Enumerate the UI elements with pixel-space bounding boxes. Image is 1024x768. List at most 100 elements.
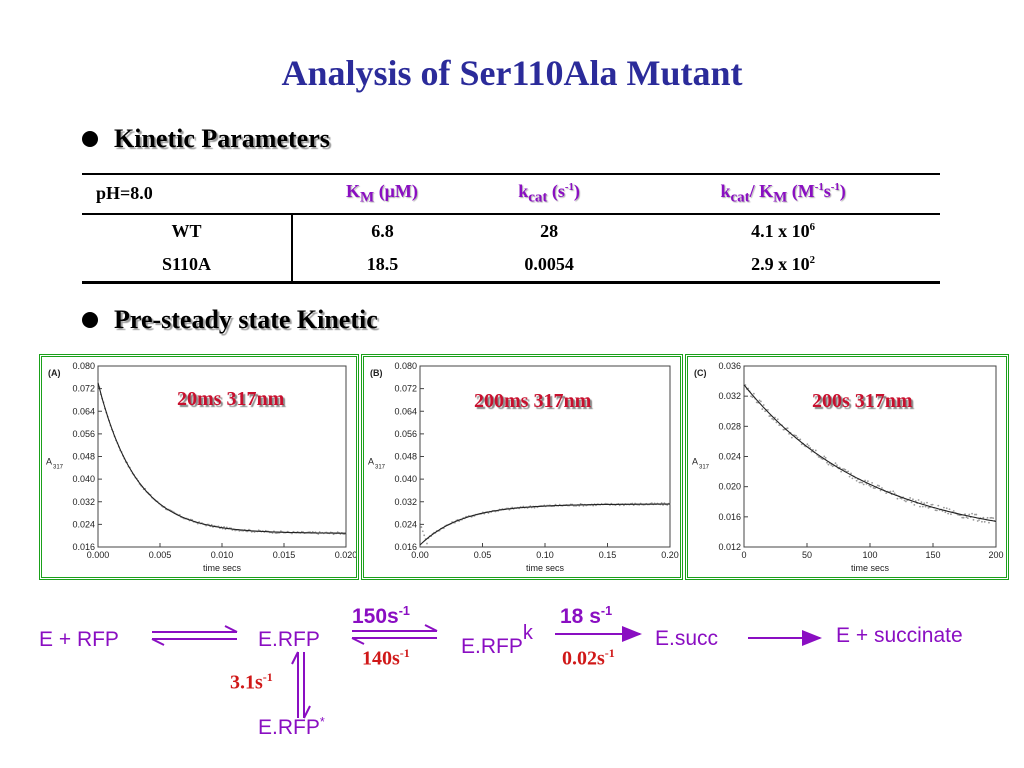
cell-kcat: 28: [540, 220, 559, 241]
data-point: [876, 484, 879, 487]
data-point: [903, 499, 906, 502]
y-tick-label: 0.020: [718, 482, 741, 492]
data-point: [788, 432, 790, 435]
bullet-dot-icon: [82, 131, 98, 147]
x-tick-label: 0.10: [536, 550, 554, 560]
data-point: [930, 503, 933, 506]
rate-forward-3-sup: -1: [600, 604, 613, 618]
data-point: [776, 418, 779, 421]
header-kcat-unit-b: ): [573, 181, 580, 201]
x-tick-label: 0.00: [411, 550, 429, 560]
data-point: [968, 513, 971, 516]
data-point: [982, 516, 985, 519]
y-tick-label: 0.080: [72, 361, 95, 371]
y-tick-label: 0.032: [72, 497, 95, 507]
y-axis-label: A: [46, 457, 52, 467]
cell-name: WT: [82, 213, 293, 248]
data-point: [851, 477, 854, 480]
species-esucc: E.succ: [655, 627, 719, 650]
page-title: Analysis of Ser110Ala Mutant: [281, 53, 743, 93]
data-point: [317, 533, 320, 535]
species-e-rfp: E + RFP: [39, 628, 119, 651]
plot-panel-c: 0.012 0.016 0.020 0.024 0.028 0.032 0.036 0 50 10…: [685, 354, 1009, 580]
data-point: [279, 530, 282, 533]
data-point: [238, 529, 241, 532]
plot-b-svg: 0.016 0.024 0.032 0.040 0.048 0.056 0.064 0.072…: [368, 361, 679, 573]
y-tick-label: 0.016: [718, 512, 741, 522]
cell-ratio-base: 4.1 x 10: [751, 220, 810, 241]
header-ratio-unit-c: ): [839, 181, 846, 201]
fit-curve: [97, 382, 346, 534]
x-axis-label: time secs: [851, 563, 890, 573]
data-point: [871, 481, 874, 484]
data-point: [786, 427, 789, 430]
rate-forward-2-sup: -1: [398, 604, 410, 618]
bullet-dot-icon: [82, 312, 98, 328]
data-point: [983, 520, 986, 523]
data-point: [885, 492, 888, 495]
data-point: [900, 497, 903, 500]
data-point: [810, 450, 813, 453]
data-point: [97, 380, 99, 383]
y-tick-label: 0.056: [394, 429, 417, 439]
data-point: [931, 503, 934, 506]
species-erfp: E.RFP: [258, 628, 320, 651]
data-point: [976, 520, 979, 522]
arrow-reverse-1-head: [151, 638, 165, 646]
arrow-forward-2-head: [424, 624, 438, 632]
data-point: [859, 481, 862, 484]
data-point: [823, 455, 826, 458]
data-point: [934, 509, 937, 512]
header-km-k: K: [346, 181, 361, 201]
data-point: [421, 530, 424, 533]
species-erfp-star-text: E.RFP: [258, 716, 320, 739]
header-ratio-k: k: [720, 181, 731, 201]
x-tick-label: 0.15: [599, 550, 617, 560]
data-point: [796, 436, 799, 439]
data-point: [992, 517, 995, 520]
data-point: [795, 434, 797, 437]
header-km: KM (μM): [292, 174, 472, 215]
data-point: [866, 480, 869, 483]
panel-label: (C): [694, 368, 707, 378]
y-tick-label: 0.024: [394, 519, 417, 529]
header-kcat-k: k: [518, 181, 529, 201]
data-point: [879, 489, 882, 492]
data-point: [848, 475, 851, 478]
rate-forward-3: 18 s-1: [560, 604, 612, 629]
data-point: [947, 512, 950, 515]
data-point: [935, 509, 938, 512]
x-tick-label: 150: [925, 550, 940, 560]
y-tick-label: 0.072: [394, 384, 417, 394]
x-tick-label: 100: [862, 550, 877, 560]
data-point: [533, 506, 536, 509]
header-kcat: kcat (s-1): [471, 174, 627, 215]
x-tick-label: 0.000: [87, 550, 110, 560]
data-point: [869, 485, 872, 488]
x-tick-label: 0.05: [474, 550, 492, 560]
data-point: [864, 479, 866, 482]
y-axis-label-sub: 317: [699, 465, 710, 471]
x-tick-label: 0.010: [211, 550, 234, 560]
data-point: [904, 500, 907, 503]
reaction-scheme-arrows: [151, 624, 822, 719]
y-tick-label: 0.048: [72, 452, 95, 462]
data-point: [896, 497, 899, 500]
species-erfp-star-sup: *: [319, 715, 325, 729]
data-point: [778, 424, 781, 427]
header-kcat-unit-a: (s: [547, 181, 565, 201]
header-km-sub: M: [360, 189, 375, 206]
data-point: [840, 470, 843, 473]
header-km-unit: (μM): [374, 181, 418, 201]
y-tick-label: 0.016: [394, 542, 417, 552]
y-tick-label: 0.036: [718, 361, 741, 371]
data-point: [817, 456, 820, 458]
data-point: [945, 507, 948, 510]
data-point: [234, 529, 237, 532]
header-ratio-unit-b: s: [823, 181, 831, 201]
data-point: [751, 396, 754, 399]
rate-reverse-2-sup: -1: [399, 646, 410, 660]
plot-c-svg: 0.012 0.016 0.020 0.024 0.028 0.032 0.036 0 50 10…: [692, 361, 1004, 573]
data-point: [332, 533, 335, 536]
data-point: [423, 534, 426, 537]
